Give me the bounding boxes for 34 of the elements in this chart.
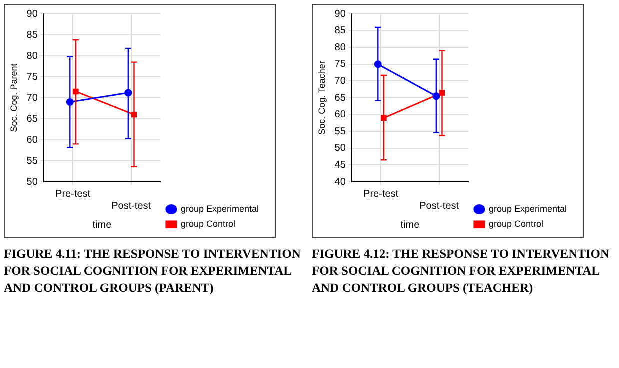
x-tick-label: Post-test bbox=[112, 200, 152, 212]
y-tick-label: 85 bbox=[334, 26, 346, 37]
x-axis-title: time bbox=[92, 220, 112, 231]
y-tick-label: 50 bbox=[334, 143, 346, 154]
y-tick-label: 70 bbox=[334, 76, 346, 87]
y-tick-label: 85 bbox=[26, 30, 38, 41]
y-axis-title: Soc. Cog. Teacher bbox=[316, 61, 327, 135]
y-tick-label: 40 bbox=[334, 176, 346, 188]
y-tick-label: 75 bbox=[334, 59, 346, 70]
y-tick-label: 80 bbox=[26, 50, 38, 62]
y-tick-label: 90 bbox=[26, 8, 38, 20]
x-axis-title: time bbox=[400, 220, 420, 231]
y-tick-label: 45 bbox=[334, 160, 346, 171]
y-tick-label: 75 bbox=[26, 72, 38, 83]
y-tick-label: 80 bbox=[334, 42, 346, 54]
y-tick-label: 70 bbox=[26, 92, 38, 104]
caption: FIGURE 4.11: THE RESPONSE TO INTERVENTION FOR SOCIAL COGNITION FOR EXPERIMENTAL AND CONTROL GROUPS (PARENT) bbox=[4, 246, 302, 297]
caption: FIGURE 4.12: THE RESPONSE TO INTERVENTION FOR SOCIAL COGNITION FOR EXPERIMENTAL AND CONTROL GROUPS (TEACHER) bbox=[312, 246, 611, 297]
y-tick-label: 60 bbox=[334, 110, 346, 121]
y-tick-label: 55 bbox=[26, 156, 38, 167]
x-tick-label: Pre-test bbox=[364, 188, 399, 200]
y-tick-label: 50 bbox=[26, 176, 38, 188]
y-tick-label: 65 bbox=[26, 114, 38, 125]
y-tick-label: 55 bbox=[334, 126, 346, 138]
y-tick-label: 60 bbox=[26, 134, 38, 146]
y-tick-label: 90 bbox=[334, 8, 346, 20]
legend-label: group Control bbox=[488, 218, 544, 229]
legend-label: group Control bbox=[180, 218, 236, 229]
x-tick-label: Pre-test bbox=[56, 188, 91, 200]
y-tick-label: 65 bbox=[334, 92, 346, 104]
legend-label: group Experimental bbox=[488, 204, 568, 214]
x-tick-label: Post-test bbox=[420, 200, 460, 212]
y-axis-title: Soc. Cog. Parent bbox=[8, 63, 19, 132]
legend-label: group Experimental bbox=[180, 204, 260, 214]
